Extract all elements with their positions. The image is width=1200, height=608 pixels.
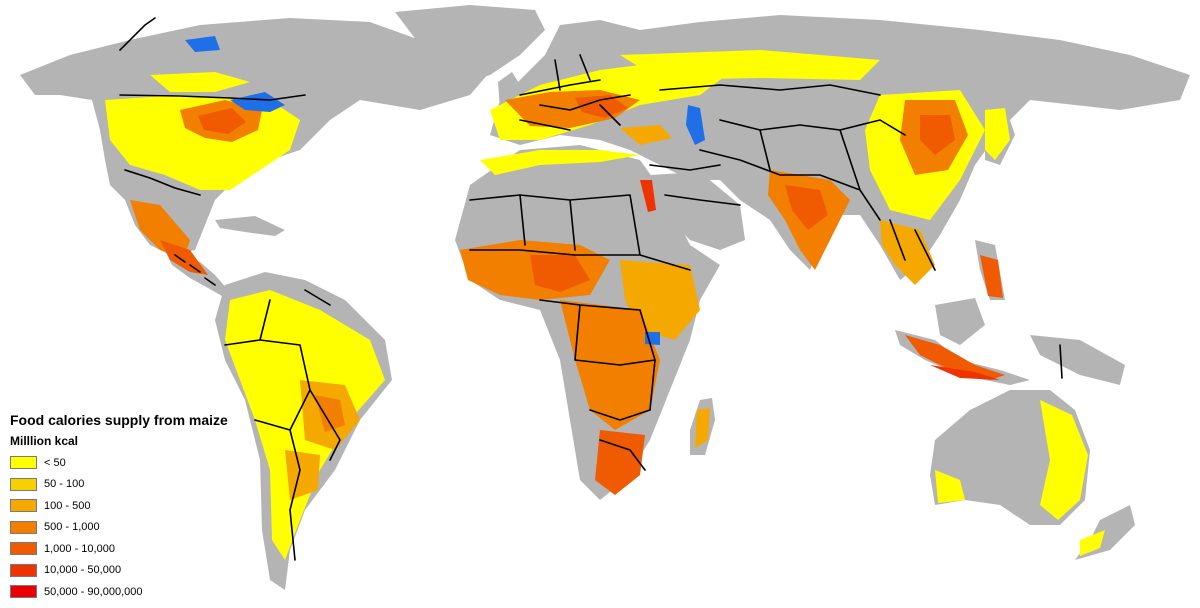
new-guinea-land: [1030, 335, 1125, 385]
legend-label: 50 - 100: [44, 478, 85, 491]
central-america-borders: [174, 254, 216, 286]
legend-unit: Milllion kcal: [10, 434, 79, 448]
crop-zone-africa-north-low: [480, 150, 640, 175]
inland-water: [185, 36, 705, 345]
crop-zone-turkey: [620, 125, 672, 145]
us-canada-border: [119, 94, 306, 101]
crop-zone-africa-south: [595, 430, 645, 495]
europe-borders: [519, 54, 631, 131]
crop-zone-russia-low: [620, 50, 880, 80]
borneo-land: [935, 298, 985, 345]
legend-label: < 50: [44, 456, 66, 469]
middle-east-borders: [649, 164, 741, 206]
new-guinea-border: [1059, 344, 1063, 379]
asia-borders: [659, 84, 936, 271]
great-lakes-water: [230, 92, 285, 112]
legend-swatch: [10, 456, 37, 470]
legend-label: 500 - 1,000: [44, 521, 100, 534]
caspian-sea-water: [686, 105, 705, 145]
crop-zone-india-hot: [785, 185, 828, 230]
greenland-land: [395, 5, 545, 85]
legend-swatch: [10, 477, 37, 491]
legend-label: 1,000 - 10,000: [44, 542, 115, 555]
legend-label: 10,000 - 50,000: [44, 564, 122, 577]
crop-zone-central-america: [160, 240, 208, 275]
legend-swatch: [10, 542, 37, 556]
crop-zone-china-hot: [920, 115, 955, 155]
south-america-borders: [224, 289, 341, 561]
legend-item: 100 - 500: [10, 495, 250, 517]
legend-label: 50,000 - 90,000,000: [44, 585, 143, 598]
crop-zone-nigeria-hot: [530, 255, 590, 292]
crop-zone-philippines: [980, 255, 1003, 298]
legend-item: 1,000 - 10,000: [10, 538, 250, 560]
crop-zone-australia-east: [1040, 400, 1088, 520]
legend-item: 50 - 100: [10, 474, 250, 496]
legend-item: 500 - 1,000: [10, 517, 250, 539]
legend-item: 10,000 - 50,000: [10, 560, 250, 582]
crop-zone-africa-central: [560, 300, 660, 430]
crop-zone-new-zealand: [1080, 530, 1105, 556]
crop-zone-brazil-core: [315, 395, 345, 432]
legend-label: 100 - 500: [44, 499, 91, 512]
map-legend: Food calories supply from maize Milllion…: [10, 412, 250, 603]
legend-title: Food calories supply from maize: [10, 412, 228, 428]
crop-zone-australia-west: [935, 470, 965, 503]
canada-lakes-water: [185, 36, 220, 52]
crop-zone-southeast-asia: [880, 220, 935, 285]
alaska-border: [119, 17, 156, 51]
legend-swatch: [10, 563, 37, 577]
legend-swatch: [10, 585, 37, 599]
crop-zone-mexico: [130, 200, 190, 256]
crop-zone-indonesia-hot: [930, 365, 1000, 380]
legend-items: < 50 50 - 100 100 - 500 500 - 1,000 1,00…: [10, 452, 250, 603]
crop-zone-argentina: [285, 450, 320, 500]
legend-swatch: [10, 520, 37, 534]
crop-zone-canada: [150, 72, 250, 92]
caribbean-land: [215, 216, 285, 236]
africa-borders: [469, 194, 691, 471]
legend-item: < 50: [10, 452, 250, 474]
crop-zone-us-core: [198, 108, 246, 134]
legend-swatch: [10, 499, 37, 513]
maize-calorie-overlay: [105, 50, 1105, 560]
us-mexico-border: [124, 169, 201, 196]
legend-item: 50,000 - 90,000,000: [10, 581, 250, 603]
country-borders: [119, 17, 1063, 561]
crop-zone-east-asia-coast: [985, 108, 1010, 160]
arabia-land: [650, 172, 745, 250]
crop-zone-madagascar: [695, 408, 710, 448]
crop-zone-nile: [640, 180, 656, 212]
crop-zone-indonesia: [905, 335, 1005, 380]
